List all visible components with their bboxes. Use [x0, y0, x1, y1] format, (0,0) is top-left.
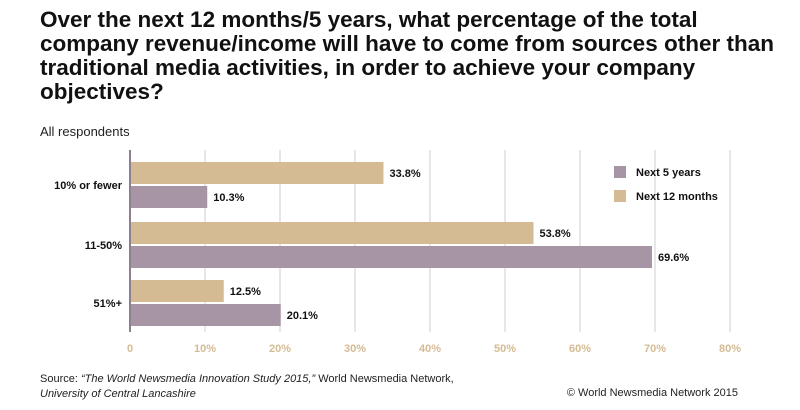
copyright-note: © World Newsmedia Network 2015 [566, 387, 738, 399]
bar-next-12-months-0 [130, 162, 384, 184]
chart-title: Over the next 12 months/5 years, what pe… [40, 7, 774, 104]
x-tick-label-20: 20% [269, 343, 291, 355]
data-label-next-12-months-1: 53.8% [540, 228, 571, 240]
data-label-next-5-years-1: 69.6% [658, 252, 689, 264]
x-tick-label-10: 10% [194, 343, 216, 355]
x-tick-label-60: 60% [569, 343, 591, 355]
bar-next-5-years-1 [130, 246, 652, 268]
data-label-next-5-years-0: 10.3% [213, 192, 244, 204]
data-label-next-12-months-2: 12.5% [230, 286, 261, 298]
source-title: “The World Newsmedia Innovation Study 20… [80, 373, 316, 385]
x-tick-label-50: 50% [494, 343, 516, 355]
source-rest: World Newsmedia Network, [315, 373, 454, 385]
category-label-2: 51%+ [94, 298, 122, 310]
source-institution: University of Central Lancashire [40, 388, 196, 400]
bar-next-5-years-0 [130, 186, 208, 208]
chart-subtitle: All respondents [40, 124, 130, 139]
x-tick-label-30: 30% [344, 343, 366, 355]
legend-swatch-next-12-months [614, 190, 626, 202]
data-label-next-12-months-0: 33.8% [390, 168, 421, 180]
category-label-0: 10% or fewer [54, 180, 123, 192]
source-note: Source: “The World Newsmedia Innovation … [40, 372, 560, 402]
x-tick-label-0: 0 [127, 343, 133, 355]
category-label-1: 11-50% [85, 240, 123, 252]
x-tick-label-80: 80% [719, 343, 741, 355]
bar-next-12-months-1 [130, 222, 534, 244]
x-tick-label-40: 40% [419, 343, 441, 355]
x-tick-label-70: 70% [644, 343, 666, 355]
legend-label-next-5-years: Next 5 years [636, 167, 701, 179]
bar-next-5-years-2 [130, 304, 281, 326]
data-label-next-5-years-2: 20.1% [287, 310, 318, 322]
legend-swatch-next-5-years [614, 166, 626, 178]
bar-next-12-months-2 [130, 280, 224, 302]
legend-label-next-12-months: Next 12 months [636, 191, 718, 203]
source-prefix: Source: [40, 373, 81, 385]
